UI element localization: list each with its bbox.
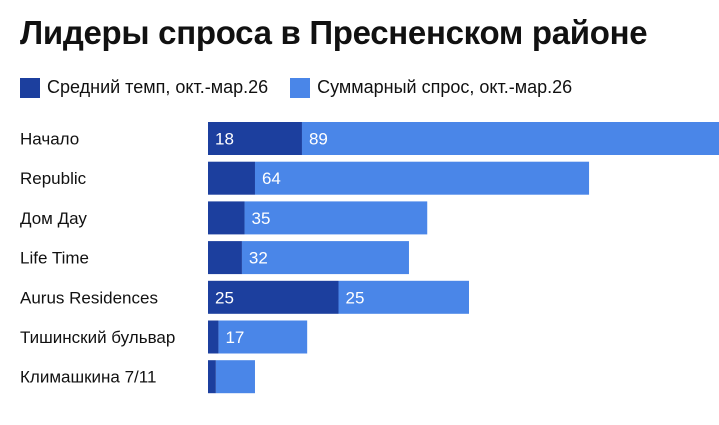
data-label-total-demand: 89 xyxy=(309,130,328,149)
legend-swatch-total-demand xyxy=(290,77,311,98)
bar-total-demand xyxy=(244,201,428,235)
category-label: Тишинский бульвар xyxy=(20,328,175,347)
category-label: Дом Дау xyxy=(20,209,87,228)
data-label-avg-pace: 18 xyxy=(215,130,234,149)
bar-avg-pace xyxy=(208,122,302,155)
bar-avg-pace xyxy=(208,241,242,275)
bar-avg-pace xyxy=(208,161,255,195)
bar-total-demand xyxy=(215,360,255,394)
data-label-total-demand: 25 xyxy=(346,288,365,307)
bar-total-demand xyxy=(338,280,469,314)
legend-label-total-demand: Суммарный спрос, окт.-мар.26 xyxy=(317,77,573,97)
bar-total-demand xyxy=(218,320,308,354)
bar-total-demand xyxy=(254,161,590,195)
legend: Средний темп, окт.-мар.26 Суммарный спро… xyxy=(20,77,594,98)
legend-swatch-avg-pace xyxy=(20,77,40,98)
bar-avg-pace xyxy=(208,201,245,235)
data-label-total-demand: 64 xyxy=(262,169,281,188)
data-label-avg-pace: 25 xyxy=(215,288,234,307)
category-label: Life Time xyxy=(20,249,89,268)
bar-avg-pace xyxy=(208,360,216,394)
data-label-total-demand: 35 xyxy=(252,209,271,228)
category-label: Климашкина 7/11 xyxy=(20,368,156,387)
category-label: Aurus Residences xyxy=(20,288,158,307)
data-label-total-demand: 32 xyxy=(249,249,268,268)
bar-avg-pace xyxy=(208,320,219,354)
category-label: Republic xyxy=(20,169,87,188)
chart-title: Лидеры спроса в Пресненском районе xyxy=(20,14,648,51)
category-label: Начало xyxy=(20,130,79,149)
legend-item-total-demand: Суммарный спрос, окт.-мар.26 xyxy=(290,77,572,98)
bar-total-demand xyxy=(301,122,719,155)
bar-avg-pace xyxy=(208,280,339,314)
bar-total-demand xyxy=(241,241,409,275)
legend-item-avg-pace: Средний темп, окт.-мар.26 xyxy=(20,77,268,98)
data-label-total-demand: 17 xyxy=(225,328,244,347)
legend-label-avg-pace: Средний темп, окт.-мар.26 xyxy=(47,77,269,97)
